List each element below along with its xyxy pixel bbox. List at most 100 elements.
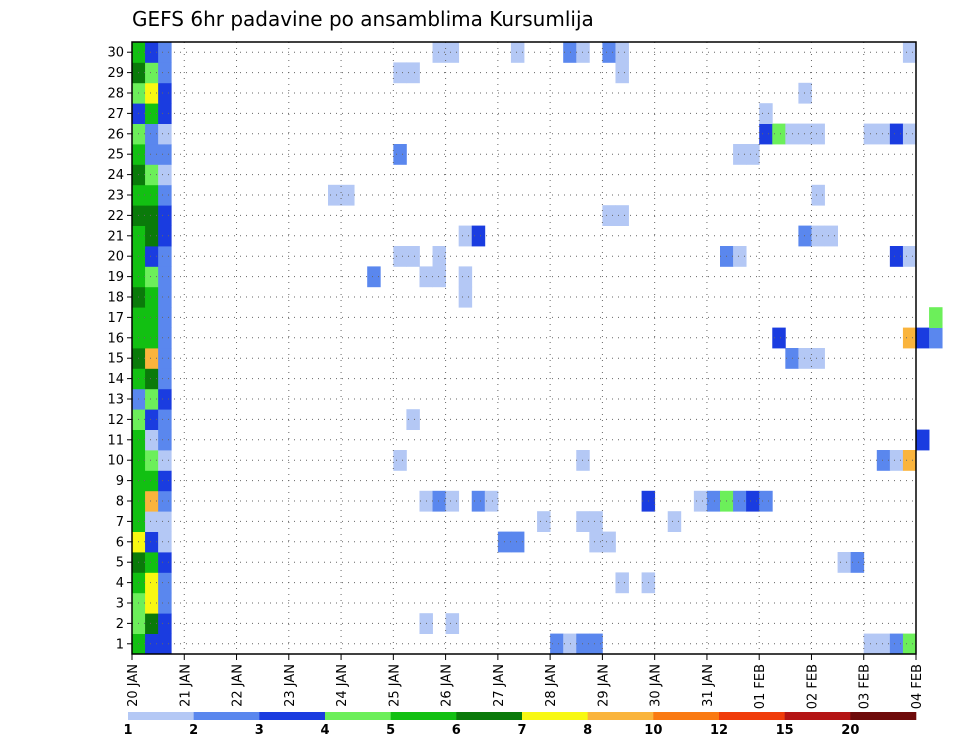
precip-cell [328, 184, 342, 206]
precip-cell [746, 490, 760, 512]
precip-cell [158, 225, 172, 247]
precip-cell [902, 123, 917, 145]
precip-cell [510, 531, 525, 553]
precip-cell [393, 246, 407, 267]
precip-cell [145, 572, 159, 594]
x-tick-label: 02 FEB [805, 664, 820, 709]
precip-cell [145, 82, 159, 104]
precip-cell [158, 572, 172, 594]
x-tick-label: 21 JAN [178, 664, 193, 707]
precip-cell [341, 184, 355, 206]
precip-cell [145, 246, 159, 267]
precip-cell [615, 42, 629, 63]
precip-cell [158, 592, 172, 614]
y-tick-label: 7 [116, 515, 124, 530]
x-tick-label: 24 JAN [335, 664, 350, 707]
x-tick-label: 27 JAN [492, 664, 507, 707]
colorbar-label: 6 [452, 723, 461, 738]
colorbar-label: 2 [189, 723, 198, 738]
precip-cell [158, 184, 172, 206]
precip-cell [772, 123, 786, 145]
precip-cell [393, 62, 407, 84]
precip-cell [145, 225, 159, 247]
precip-cell [158, 490, 172, 512]
colorbar-label: 10 [644, 723, 662, 738]
colorbar-segment [128, 712, 194, 720]
precip-cell [746, 144, 760, 165]
y-tick-label: 23 [107, 189, 124, 204]
precip-cell [145, 592, 159, 614]
y-tick-label: 16 [107, 331, 124, 346]
x-tick-label: 29 JAN [596, 664, 611, 707]
precip-cell [916, 429, 930, 451]
precip-cell [602, 205, 616, 226]
precip-cell [811, 123, 825, 145]
x-tick-label: 23 JAN [283, 664, 298, 707]
precip-cell [145, 42, 159, 63]
precip-cell [145, 368, 159, 390]
precip-cell [889, 633, 904, 655]
precip-cell [458, 225, 473, 247]
chart-grid [132, 42, 916, 654]
y-tick-label: 14 [107, 372, 124, 387]
y-tick-label: 15 [107, 352, 124, 367]
x-tick-label: 20 JAN [126, 664, 141, 707]
y-tick-label: 2 [116, 617, 124, 632]
precip-cell [811, 225, 825, 247]
precip-cell [889, 246, 904, 267]
precip-cell [406, 62, 420, 84]
precip-cell [393, 144, 407, 165]
precip-cell [145, 409, 159, 430]
precip-cell [145, 205, 159, 226]
colorbar-label: 12 [710, 723, 728, 738]
precip-cell [759, 490, 773, 512]
y-tick-label: 27 [107, 107, 124, 122]
precip-cell [406, 409, 420, 430]
x-tick-label: 30 JAN [649, 664, 664, 707]
colorbar-segment [784, 712, 851, 720]
precip-cell [615, 205, 629, 226]
colorbar-label: 20 [841, 723, 859, 738]
y-tick-label: 24 [107, 168, 124, 183]
y-tick-label: 6 [116, 535, 124, 550]
precip-cell [145, 286, 159, 308]
x-axis-ticks: 20 JAN 21 JAN 22 JAN 23 JAN 24 JAN 25 JAN 26 J… [126, 654, 925, 709]
precip-cell [445, 613, 460, 634]
precip-cell [798, 82, 812, 104]
precip-cell [916, 327, 930, 349]
colorbar-segment [850, 712, 917, 720]
precip-cell [158, 388, 172, 410]
precip-cell [589, 633, 603, 655]
precip-cell [471, 225, 486, 247]
colorbar-label: 1 [123, 723, 132, 738]
precip-cell [759, 123, 773, 145]
x-tick-label: 03 FEB [858, 664, 873, 709]
heatmap-cells [132, 42, 943, 655]
precip-cell [145, 62, 159, 84]
precip-cell [537, 511, 551, 532]
precip-cell [145, 164, 159, 186]
precip-cell [563, 633, 577, 655]
precip-cell [889, 450, 904, 471]
y-tick-label: 3 [116, 597, 124, 612]
y-tick-label: 4 [116, 576, 124, 591]
precip-cell [145, 450, 159, 471]
colorbar-label: 5 [386, 723, 395, 738]
precip-cell [798, 123, 812, 145]
precip-cell [563, 42, 577, 63]
precip-cell [798, 348, 812, 369]
colorbar-segment [522, 712, 588, 720]
colorbar-segment [193, 712, 260, 720]
precip-cell [667, 511, 682, 532]
y-tick-label: 25 [107, 148, 124, 163]
precip-cell [837, 552, 852, 573]
y-tick-label: 13 [107, 393, 124, 408]
precip-cell [432, 246, 446, 267]
precip-cell [615, 572, 629, 594]
colorbar: 1 2 3 4 5 6 7 8 10 12 15 20 [123, 712, 917, 738]
precip-cell [158, 511, 172, 532]
colorbar-label: 7 [517, 723, 526, 738]
x-tick-label: 28 JAN [544, 664, 559, 707]
precip-cell [772, 327, 786, 349]
